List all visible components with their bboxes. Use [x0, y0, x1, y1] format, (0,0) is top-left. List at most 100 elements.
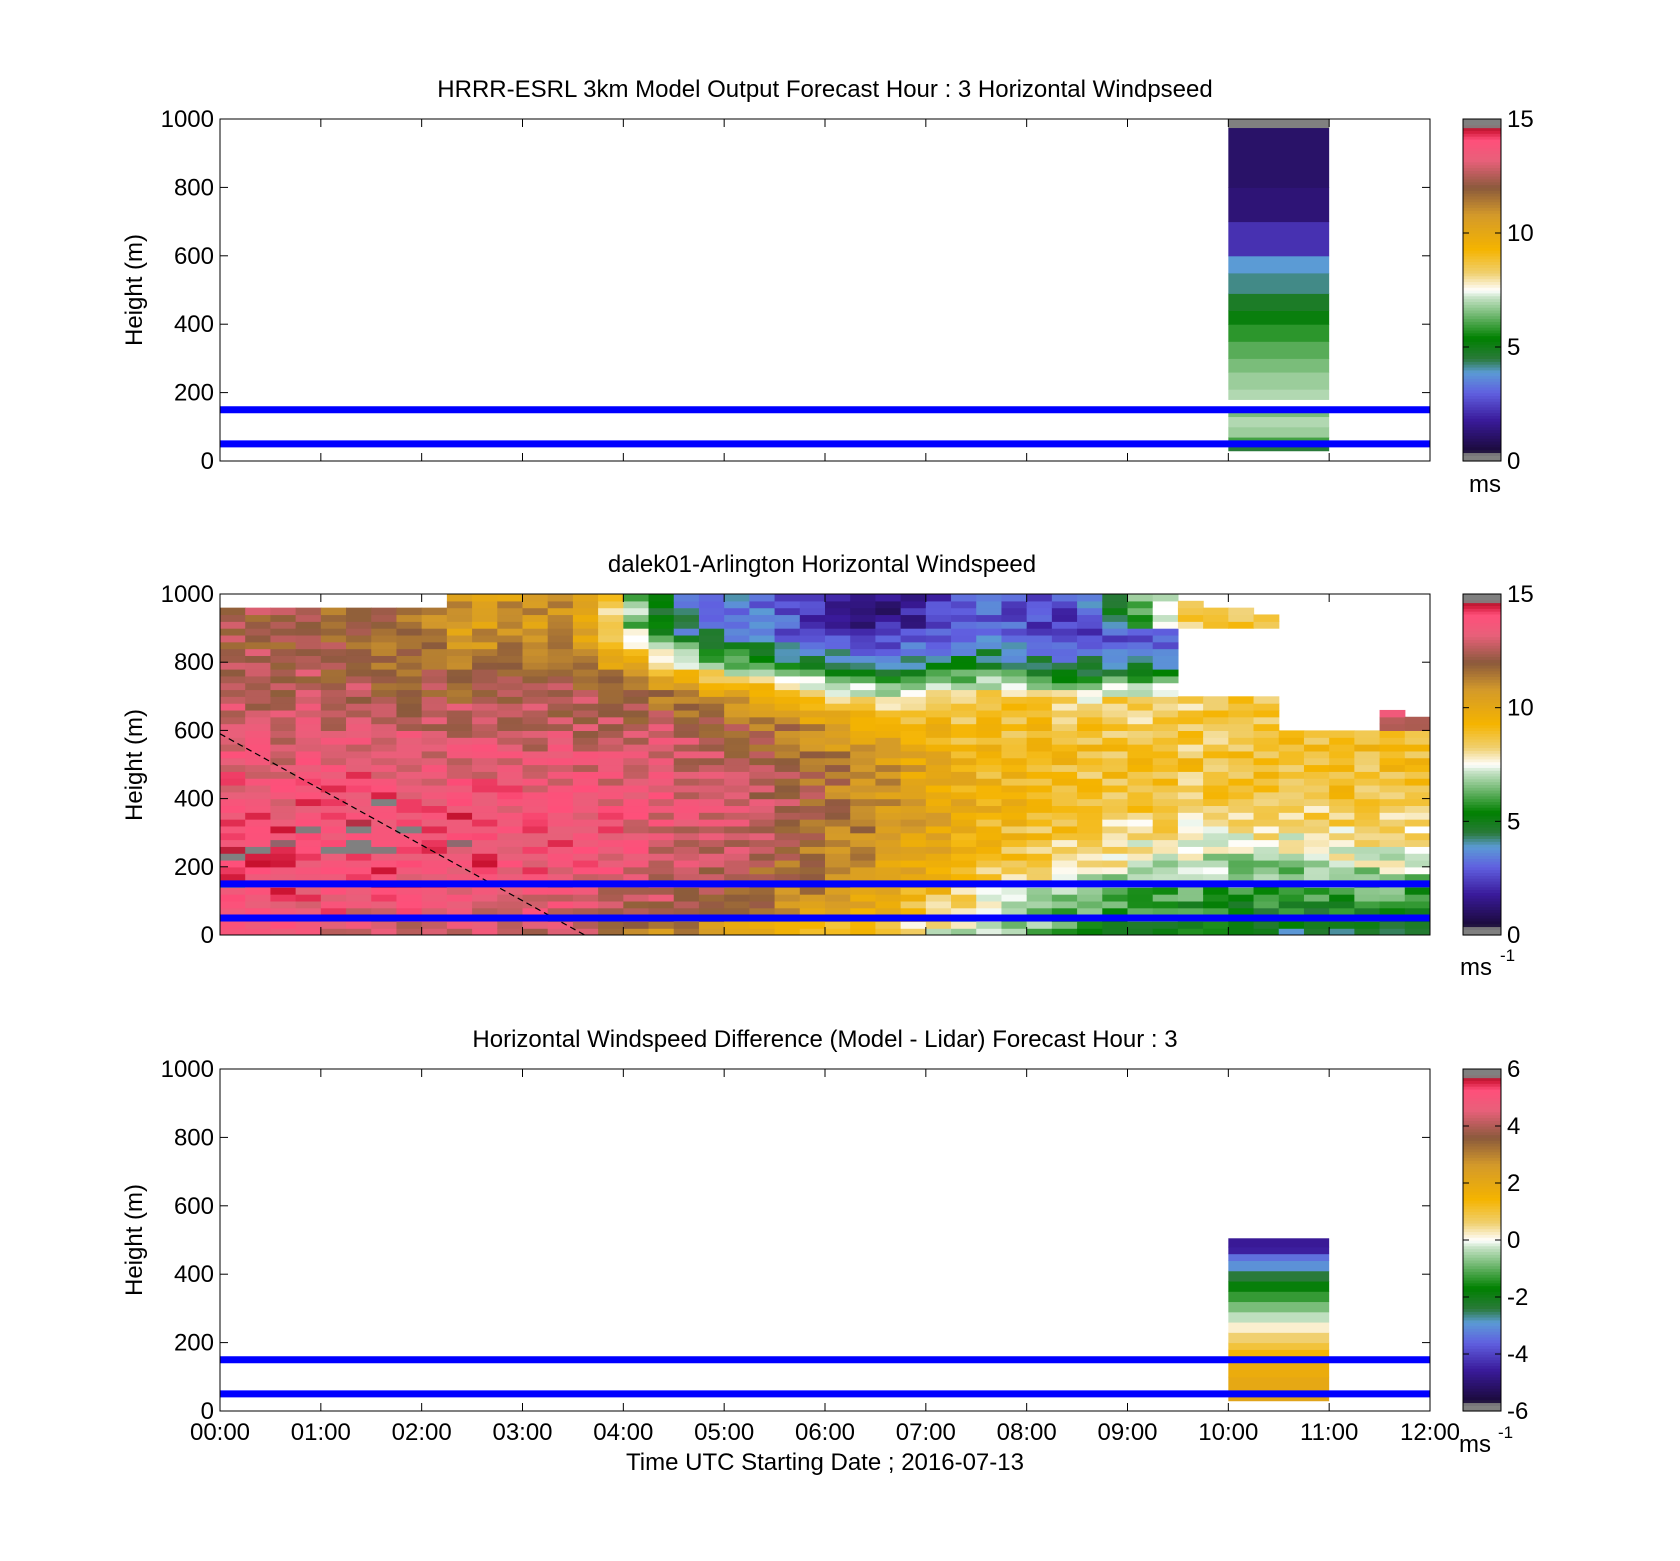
heatmap-cell: [371, 703, 398, 711]
heatmap-cell: [1026, 737, 1053, 745]
heatmap-cell: [245, 723, 272, 731]
heatmap-cell: [774, 696, 801, 704]
heatmap-cell: [421, 778, 448, 786]
heatmap-cell: [396, 641, 423, 650]
heatmap-cell: [850, 641, 877, 650]
heatmap-cell: [673, 689, 700, 697]
heatmap-cell: [1051, 641, 1078, 650]
heatmap-cell: [1051, 798, 1078, 807]
heatmap-cell: [1404, 819, 1430, 827]
heatmap-cell: [1253, 744, 1280, 752]
heatmap-cell: [472, 907, 498, 916]
heatmap-cell: [472, 778, 498, 786]
heatmap-cell: [572, 784, 599, 793]
heatmap-cell: [270, 648, 297, 656]
heatmap-cell: [1127, 628, 1154, 636]
heatmap-cell: [1127, 716, 1154, 725]
heatmap-cell: [900, 614, 927, 622]
heatmap-cell: [875, 607, 902, 616]
colorbar-segment: [1463, 1214, 1501, 1218]
heatmap-cell: [850, 894, 877, 902]
heatmap-cell: [220, 819, 246, 827]
heatmap-cell: [1077, 907, 1103, 916]
heatmap-cell: [648, 819, 675, 827]
heatmap-cell: [1253, 928, 1280, 935]
heatmap-cell: [698, 703, 725, 711]
heatmap-cell: [220, 839, 246, 847]
heatmap-cell: [1077, 798, 1103, 807]
heatmap-cell: [421, 737, 448, 745]
heatmap-cell: [749, 812, 776, 820]
heatmap-cell: [925, 621, 952, 629]
heatmap-cell: [371, 696, 398, 704]
colorbar-segment: [1463, 270, 1501, 274]
colorbar-segment: [1463, 187, 1501, 191]
colorbar-segment: [1463, 250, 1501, 254]
heatmap-cell: [1404, 859, 1430, 868]
heatmap-cell: [1379, 825, 1406, 834]
heatmap-cell: [1051, 873, 1078, 882]
heatmap-cell: [320, 648, 347, 656]
heatmap-cell: [1127, 778, 1154, 786]
heatmap-cell: [320, 737, 347, 745]
heatmap-cell: [1253, 784, 1280, 793]
heatmap-cell: [799, 594, 826, 602]
heatmap-cell: [976, 900, 1003, 909]
heatmap-cell: [1051, 928, 1078, 935]
heatmap-cell: [799, 730, 826, 738]
heatmap-cell: [673, 832, 700, 841]
heatmap-cell: [572, 703, 599, 711]
heatmap-cell: [1102, 696, 1129, 704]
heatmap-cell: [1253, 723, 1280, 731]
y-axis-label: Height (m): [121, 234, 148, 346]
heatmap-cell: [1001, 819, 1028, 827]
x-tick-label: 03:00: [492, 1419, 552, 1446]
heatmap-cell: [875, 614, 902, 622]
colorbar-segment: [1463, 738, 1501, 743]
heatmap-cell: [1077, 689, 1103, 697]
heatmap-cell: [1102, 900, 1129, 909]
heatmap-cell: [951, 778, 977, 786]
heatmap-cell: [598, 716, 624, 725]
heatmap-cell: [774, 853, 801, 861]
colorbar-segment: [1463, 207, 1501, 211]
heatmap-cell: [1077, 600, 1103, 609]
heatmap-cell: [648, 730, 675, 738]
heatmap-cell: [1001, 839, 1028, 847]
heatmap-cell: [623, 859, 650, 868]
heatmap-cell: [673, 730, 700, 738]
colorbar-segment: [1463, 173, 1501, 177]
colorbar-segment: [1463, 758, 1501, 763]
heatmap-cell: [1177, 859, 1204, 868]
heatmap-cell: [648, 873, 675, 882]
heatmap-cell: [698, 614, 725, 622]
heatmap-cell: [875, 655, 902, 663]
colorbar-segment: [1463, 392, 1501, 397]
heatmap-cell: [799, 709, 826, 718]
heatmap-cell: [673, 784, 700, 793]
colorbar-segment: [1463, 404, 1501, 408]
heatmap-cell: [850, 662, 877, 670]
heatmap-cell: [371, 819, 398, 827]
heatmap-cell: [598, 621, 624, 629]
heatmap-cell: [1329, 928, 1355, 935]
colorbar-segment: [1463, 344, 1501, 348]
heatmap-cell: [1404, 744, 1430, 752]
heatmap-cell: [497, 921, 524, 929]
heatmap-cell: [825, 696, 851, 704]
colorbar-segment: [1463, 170, 1501, 174]
heatmap-cell: [875, 744, 902, 752]
heatmap-cell: [774, 825, 801, 834]
heatmap-cell: [572, 778, 599, 786]
heatmap-cell: [951, 600, 977, 609]
heatmap-cell: [976, 716, 1003, 725]
heatmap-cell: [396, 805, 423, 813]
heatmap-cell: [850, 614, 877, 622]
colorbar-segment: [1463, 1191, 1501, 1195]
heatmap-cell: [1152, 812, 1179, 820]
heatmap-cell: [976, 805, 1003, 813]
heatmap-cell: [1152, 634, 1179, 643]
heatmap-cell: [1203, 784, 1229, 793]
heatmap-cell: [976, 641, 1003, 650]
heatmap-cell: [346, 832, 372, 841]
